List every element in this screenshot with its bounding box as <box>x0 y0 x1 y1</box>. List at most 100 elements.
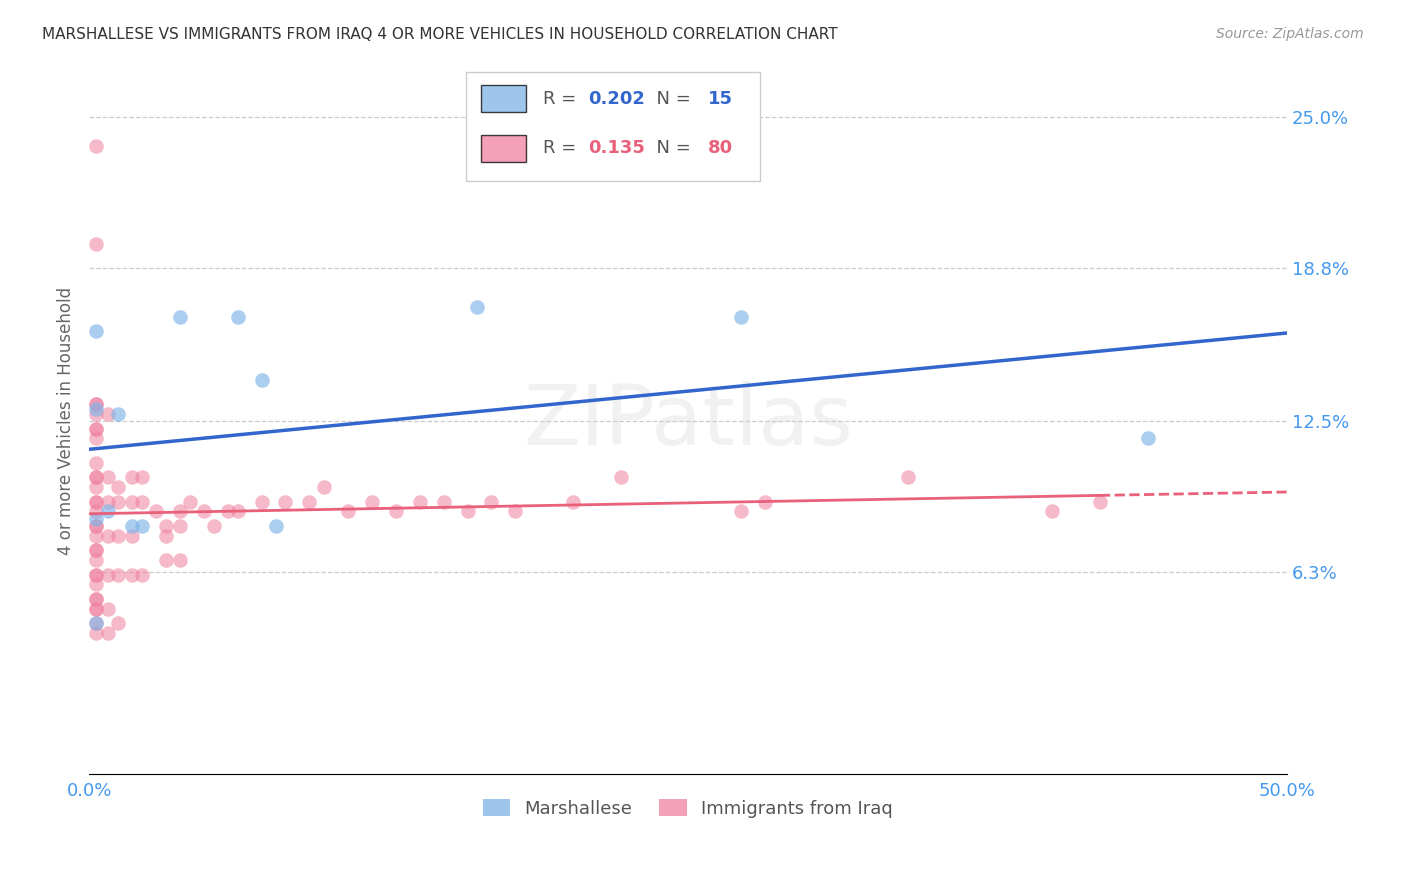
Point <box>84 577 107 591</box>
Point <box>84 567 107 582</box>
Text: R =: R = <box>543 139 582 157</box>
Point <box>169 504 191 518</box>
Text: 0.135: 0.135 <box>589 139 645 157</box>
Point <box>1040 504 1063 518</box>
Point <box>97 529 120 543</box>
Point <box>561 494 583 508</box>
Point <box>84 470 107 484</box>
Text: 15: 15 <box>709 90 734 108</box>
Text: R =: R = <box>543 90 582 108</box>
Point <box>121 519 143 533</box>
Point <box>145 504 167 518</box>
Point <box>131 567 153 582</box>
Point <box>107 480 129 494</box>
Point <box>754 494 776 508</box>
Point <box>97 567 120 582</box>
Point <box>169 553 191 567</box>
Point <box>84 519 107 533</box>
Point <box>84 591 107 606</box>
Point <box>897 470 920 484</box>
Point <box>84 529 107 543</box>
Point <box>107 529 129 543</box>
Point <box>84 456 107 470</box>
Point <box>84 543 107 558</box>
Point <box>84 591 107 606</box>
Point <box>610 470 633 484</box>
Point <box>121 567 143 582</box>
Point <box>84 616 107 631</box>
Point <box>84 139 107 153</box>
Point <box>97 407 120 421</box>
Y-axis label: 4 or more Vehicles in Household: 4 or more Vehicles in Household <box>58 287 75 556</box>
Point <box>226 504 249 518</box>
Point <box>384 504 406 518</box>
Point <box>481 494 503 508</box>
Point <box>97 626 120 640</box>
Point <box>84 494 107 508</box>
Point <box>217 504 239 518</box>
Point <box>121 494 143 508</box>
Point <box>432 494 454 508</box>
Point <box>155 519 177 533</box>
Point <box>360 494 382 508</box>
Point <box>107 494 129 508</box>
Point <box>97 601 120 615</box>
Point <box>107 407 129 421</box>
Text: N =: N = <box>645 90 696 108</box>
Point <box>107 567 129 582</box>
FancyBboxPatch shape <box>481 135 526 161</box>
Text: 0.202: 0.202 <box>589 90 645 108</box>
Point <box>84 519 107 533</box>
Text: 80: 80 <box>709 139 734 157</box>
Point <box>465 300 488 314</box>
Point <box>1088 494 1111 508</box>
Point <box>84 397 107 411</box>
Point <box>408 494 430 508</box>
Point <box>312 480 335 494</box>
Point <box>84 431 107 445</box>
Point <box>169 310 191 324</box>
Point <box>193 504 215 518</box>
Point <box>84 480 107 494</box>
Point <box>730 310 752 324</box>
Point <box>169 519 191 533</box>
Point <box>84 494 107 508</box>
Point <box>84 626 107 640</box>
Point <box>84 543 107 558</box>
Point <box>264 519 287 533</box>
Point <box>457 504 479 518</box>
Point <box>84 402 107 417</box>
Point <box>84 407 107 421</box>
Point <box>107 616 129 631</box>
Point <box>84 616 107 631</box>
Point <box>121 470 143 484</box>
FancyBboxPatch shape <box>467 72 759 181</box>
Point <box>84 236 107 251</box>
Point <box>84 422 107 436</box>
Point <box>84 553 107 567</box>
Point <box>84 601 107 615</box>
Point <box>131 470 153 484</box>
Point <box>97 504 120 518</box>
Point <box>298 494 321 508</box>
Point <box>84 601 107 615</box>
Point <box>179 494 201 508</box>
Text: MARSHALLESE VS IMMIGRANTS FROM IRAQ 4 OR MORE VEHICLES IN HOUSEHOLD CORRELATION : MARSHALLESE VS IMMIGRANTS FROM IRAQ 4 OR… <box>42 27 838 42</box>
Point <box>131 494 153 508</box>
Point <box>202 519 225 533</box>
Text: ZIPatlas: ZIPatlas <box>523 381 853 462</box>
Point <box>274 494 297 508</box>
FancyBboxPatch shape <box>481 86 526 112</box>
Point <box>155 529 177 543</box>
Text: Source: ZipAtlas.com: Source: ZipAtlas.com <box>1216 27 1364 41</box>
Point <box>336 504 359 518</box>
Point <box>84 504 107 518</box>
Point <box>505 504 527 518</box>
Point <box>84 511 107 525</box>
Point <box>121 529 143 543</box>
Point <box>84 567 107 582</box>
Point <box>97 494 120 508</box>
Point <box>155 553 177 567</box>
Point <box>84 470 107 484</box>
Point <box>226 310 249 324</box>
